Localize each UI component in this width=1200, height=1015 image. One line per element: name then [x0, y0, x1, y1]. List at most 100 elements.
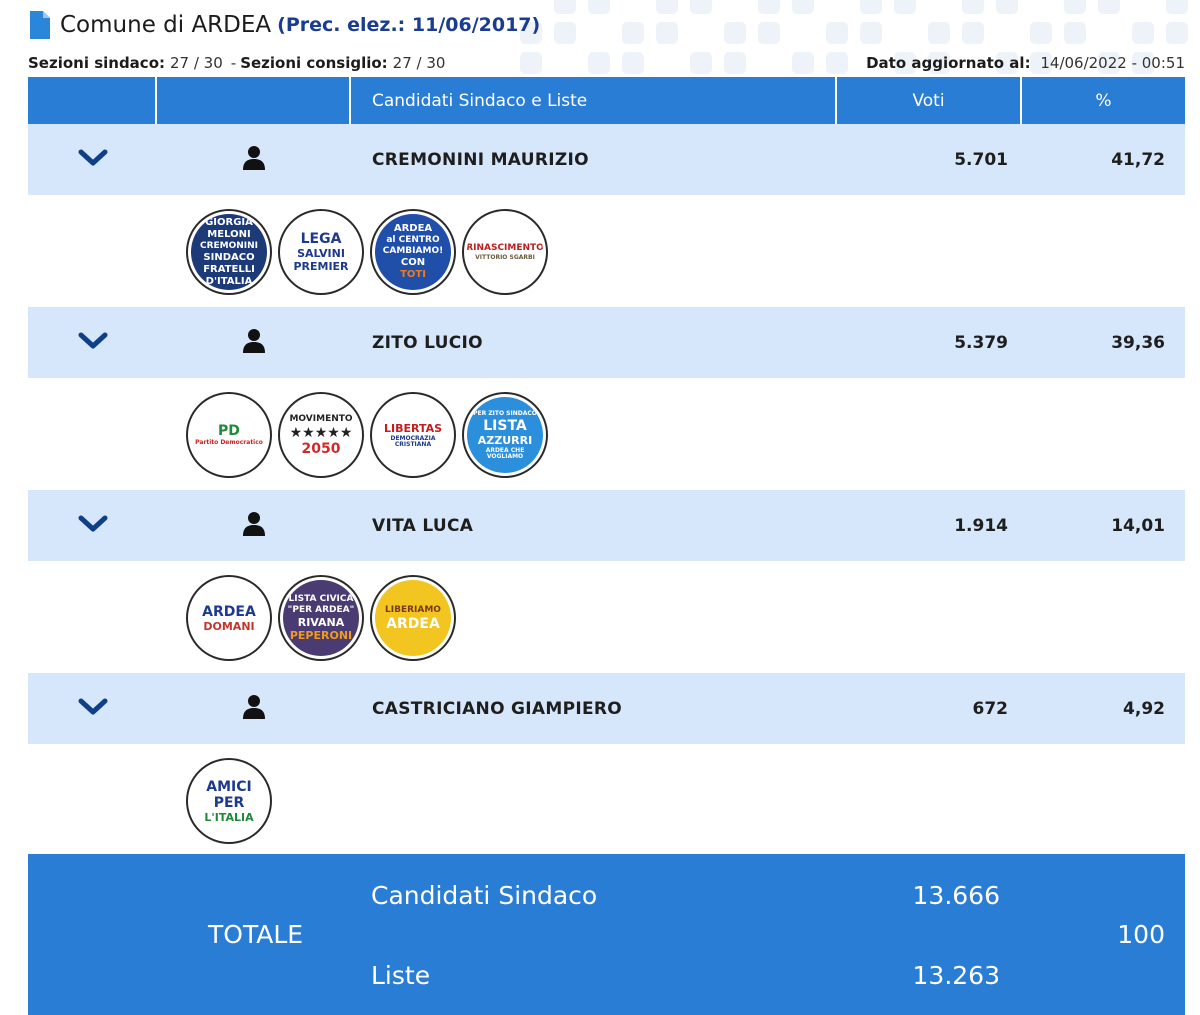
logo-text: RIVANA: [297, 616, 345, 629]
logo-text: LISTA CIVICA: [288, 594, 354, 604]
list-logos: AMICI PER L'ITALIA: [186, 758, 278, 844]
cambiamo-logo[interactable]: ARDEA al CENTRO CAMBIAMO! CON TOTI: [370, 209, 456, 295]
logo-inner: LIBERTAS DEMOCRAZIA CRISTIANA: [375, 397, 451, 473]
expand-cell: [28, 514, 157, 538]
candidate-lists-row: PD Partito Democratico MOVIMENTO ★★★★★ 2050 L…: [28, 378, 1185, 490]
background-square: [928, 52, 950, 74]
background-square: [1064, 22, 1086, 44]
page-header: Comune di ARDEA (Prec. elez.: 11/06/2017…: [28, 8, 540, 42]
background-square: [554, 0, 576, 14]
person-icon: [242, 328, 266, 358]
background-square: [622, 22, 644, 44]
logo-text: LIBERIAMO: [385, 604, 441, 615]
logo-text: CREMONINI: [199, 240, 259, 251]
background-square: [1166, 0, 1188, 14]
ardea-domani-logo[interactable]: ARDEA DOMANI: [186, 575, 272, 661]
logo-text: MELONI: [207, 228, 251, 240]
background-square: [656, 0, 678, 14]
per-ardea-logo[interactable]: LISTA CIVICA "PER ARDEA" RIVANA PEPERONI: [278, 575, 364, 661]
logo-inner: ARDEA DOMANI: [191, 580, 267, 656]
candidate-row: CASTRICIANO GIAMPIERO 672 4,92: [28, 673, 1185, 744]
background-square: [894, 0, 916, 14]
background-square: [962, 22, 984, 44]
candidate-icon-cell: [157, 694, 351, 724]
movimento-2050-logo[interactable]: MOVIMENTO ★★★★★ 2050: [278, 392, 364, 478]
background-square: [792, 0, 814, 14]
background-square: [1030, 22, 1052, 44]
logo-text: ARDEA: [386, 615, 440, 632]
background-square: [996, 52, 1018, 74]
list-logos: ARDEA DOMANI LISTA CIVICA "PER ARDEA" RIVANA…: [186, 575, 462, 661]
logo-inner: LISTA CIVICA "PER ARDEA" RIVANA PEPERONI: [283, 580, 359, 656]
background-square: [724, 22, 746, 44]
logo-text: GIORGIA: [205, 216, 253, 228]
fratelli-italia-logo[interactable]: GIORGIA MELONI CREMONINI SINDACO FRATELLI D'I…: [186, 209, 272, 295]
table-body: CREMONINI MAURIZIO 5.701 41,72 GIORGIA MELON…: [28, 124, 1185, 856]
logo-inner: PER ZITO SINDACO LISTA AZZURRI ARDEA CHE VO…: [467, 397, 543, 473]
candidate-name: ZITO LUCIO: [372, 332, 483, 353]
background-square: [656, 22, 678, 44]
logo-inner: RINASCIMENTO VITTORIO SGARBI: [467, 214, 543, 290]
total-lists-label: Liste: [371, 961, 431, 990]
background-square: [962, 0, 984, 14]
person-icon: [242, 511, 266, 541]
logo-text: Partito Democratico: [195, 439, 263, 446]
candidate-percent: 14,01: [1111, 515, 1165, 536]
chevron-down-icon[interactable]: [78, 514, 108, 538]
lista-azzurri-logo[interactable]: PER ZITO SINDACO LISTA AZZURRI ARDEA CHE VO…: [462, 392, 548, 478]
document-icon: [30, 11, 50, 39]
logo-inner: ARDEA al CENTRO CAMBIAMO! CON TOTI: [375, 214, 451, 290]
logo-text: FRATELLI: [203, 263, 255, 275]
background-square: [622, 52, 644, 74]
candidate-percent: 4,92: [1123, 698, 1165, 719]
candidate-icon-cell: [157, 511, 351, 541]
header-candidates: Candidati Sindaco e Liste: [351, 77, 837, 124]
logo-text: ARDEA: [393, 223, 433, 234]
candidate-name: VITA LUCA: [372, 515, 474, 536]
logo-text: AMICI: [206, 778, 252, 795]
chevron-down-icon[interactable]: [78, 331, 108, 355]
background-square: [1030, 52, 1052, 74]
logo-text: MOVIMENTO: [289, 413, 353, 424]
header-expand-col: [28, 77, 157, 124]
logo-text: CON: [400, 257, 426, 268]
candidate-icon-cell: [157, 328, 351, 358]
logo-text: L'ITALIA: [204, 810, 254, 824]
page-title: Comune di ARDEA: [60, 12, 272, 38]
rinascimento-logo[interactable]: RINASCIMENTO VITTORIO SGARBI: [462, 209, 548, 295]
background-square: [928, 22, 950, 44]
updated-value: 14/06/2022 - 00:51: [1040, 54, 1185, 72]
background-square: [520, 22, 542, 44]
header-percent: %: [1095, 90, 1112, 111]
background-square: [554, 22, 576, 44]
lega-logo[interactable]: LEGA SALVINI PREMIER: [278, 209, 364, 295]
background-square: [1098, 0, 1120, 14]
candidate-lists-row: AMICI PER L'ITALIA: [28, 744, 1185, 856]
logo-inner: LEGA SALVINI PREMIER: [283, 214, 359, 290]
list-logos: PD Partito Democratico MOVIMENTO ★★★★★ 2050 L…: [186, 392, 554, 478]
logo-text: DEMOCRAZIA CRISTIANA: [390, 434, 436, 448]
candidate-votes: 672: [972, 698, 1009, 719]
candidate-row: ZITO LUCIO 5.379 39,36: [28, 307, 1185, 378]
logo-text: "PER ARDEA": [287, 605, 355, 615]
liberiamo-ardea-logo[interactable]: LIBERIAMO ARDEA: [370, 575, 456, 661]
background-square: [1132, 22, 1154, 44]
chevron-down-icon[interactable]: [78, 148, 108, 172]
logo-text: LEGA: [300, 231, 342, 247]
logo-text: PER: [213, 794, 245, 811]
background-square: [520, 52, 542, 74]
background-square: [1132, 52, 1154, 74]
background-square: [724, 52, 746, 74]
candidate-lists-row: ARDEA DOMANI LISTA CIVICA "PER ARDEA" RIVANA…: [28, 561, 1185, 673]
logo-text: D'ITALIA: [205, 275, 253, 287]
logo-text: LIBERTAS: [383, 421, 443, 435]
table-header: Candidati Sindaco e Liste Voti %: [28, 77, 1185, 124]
logo-inner: PD Partito Democratico: [191, 397, 267, 473]
expand-cell: [28, 697, 157, 721]
amici-per-italia-logo[interactable]: AMICI PER L'ITALIA: [186, 758, 272, 844]
democrazia-cristiana-logo[interactable]: LIBERTAS DEMOCRAZIA CRISTIANA: [370, 392, 456, 478]
partito-democratico-logo[interactable]: PD Partito Democratico: [186, 392, 272, 478]
person-icon: [242, 145, 266, 175]
background-square: [690, 52, 712, 74]
chevron-down-icon[interactable]: [78, 697, 108, 721]
